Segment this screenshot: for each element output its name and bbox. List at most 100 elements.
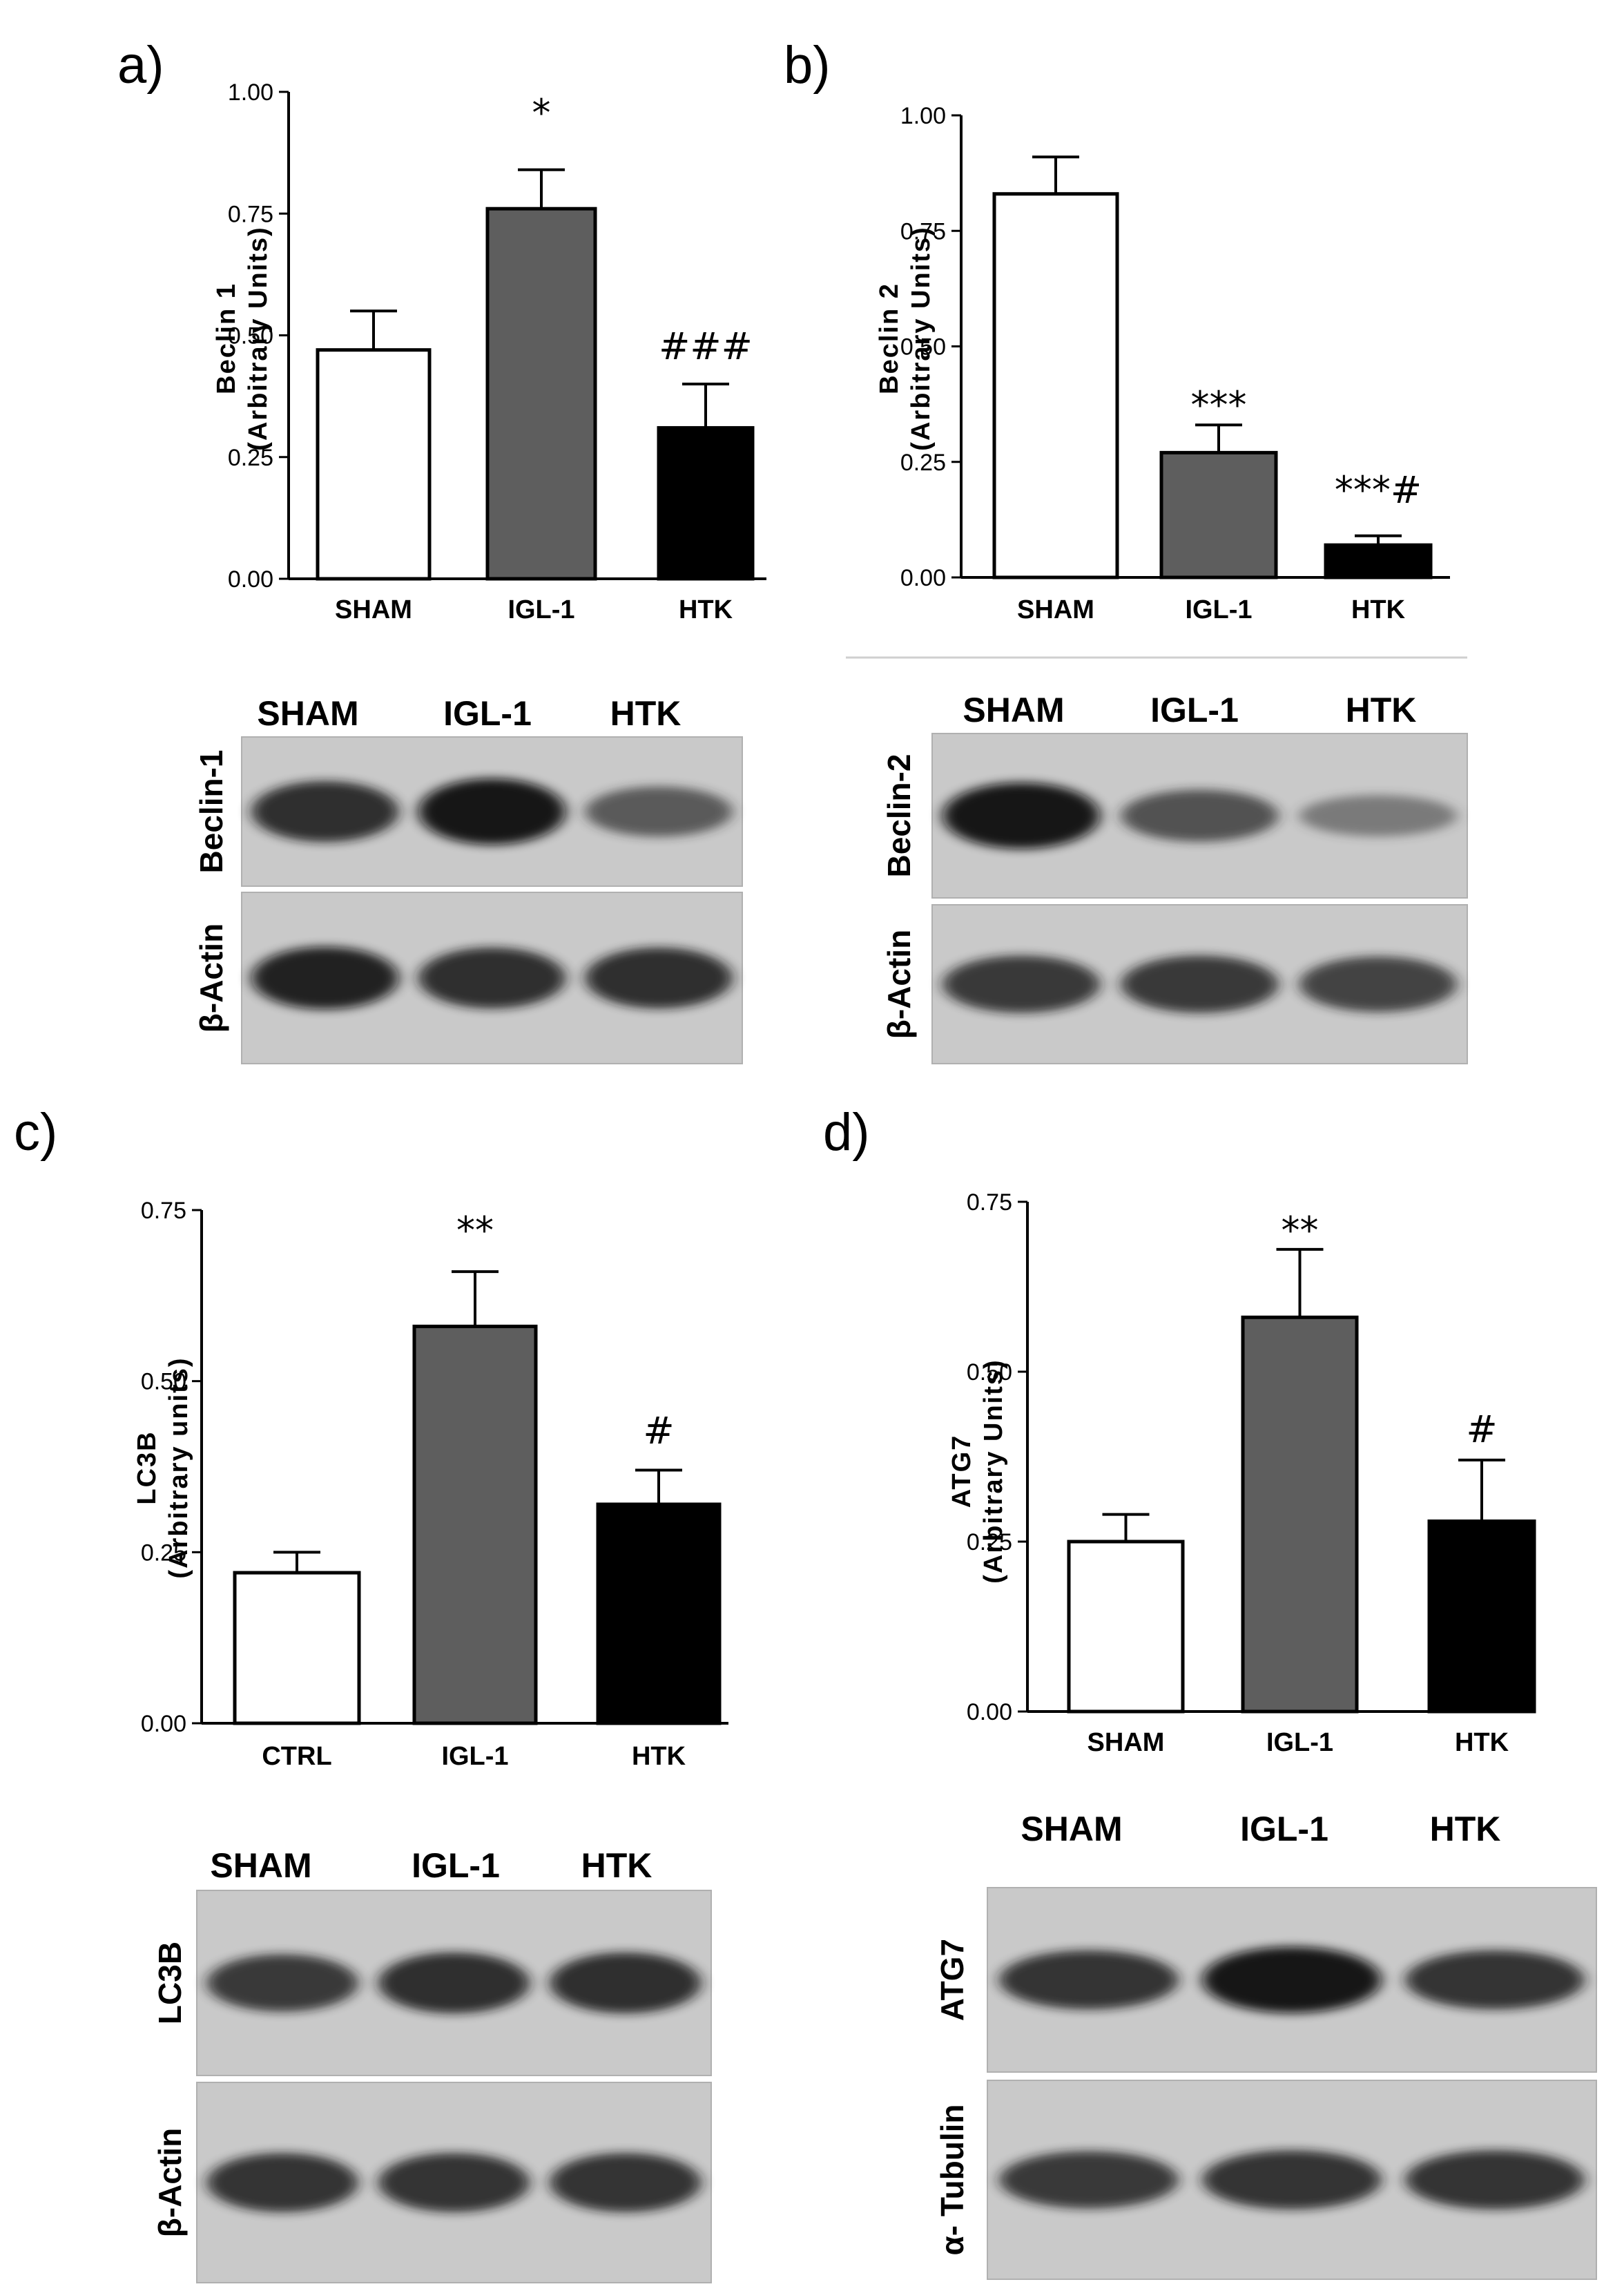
blot-band: [1202, 1946, 1382, 2013]
blot-row-label: LC3B: [152, 1942, 188, 2024]
bar-htk: [657, 425, 755, 581]
blot-row: Beclin-2: [881, 733, 1468, 899]
y-tick-label: 0.25: [900, 450, 946, 476]
blot-band: [1299, 795, 1457, 836]
blot-lane-label: IGL-1: [443, 694, 532, 733]
blot-row: β-Actin: [193, 892, 743, 1064]
blot-row-label: Beclin-2: [881, 754, 917, 878]
blot-row-label: Beclin-1: [193, 750, 229, 874]
y-tick-label: 0.75: [141, 1198, 186, 1224]
y-tick-label: 0.25: [141, 1540, 186, 1566]
bar-htk: [1324, 543, 1433, 579]
blot-row-label: β-Actin: [193, 923, 229, 1033]
significance-marker: ***: [1191, 383, 1247, 427]
blot-row: ATG7: [934, 1887, 1597, 2073]
category-label: IGL-1: [1266, 1728, 1333, 1757]
blot-band: [942, 955, 1100, 1013]
blot-band: [206, 2153, 358, 2212]
blot-band: [1405, 1950, 1585, 2010]
bar-htk: [596, 1502, 722, 1725]
bar-htk: [1427, 1519, 1536, 1714]
y-tick-label: 1.00: [228, 79, 273, 106]
y-axis-label-line: ATG7: [947, 1435, 976, 1508]
blot-band: [585, 947, 733, 1009]
y-axis-label: LC3B (Arbitrary units): [133, 1357, 193, 1578]
blot-band: [585, 786, 733, 837]
blot-row: LC3B: [152, 1890, 712, 2076]
y-axis-label: Beclin 2 (Arbitrary Units): [875, 226, 936, 450]
y-axis-label-line: Beclin 2: [875, 282, 904, 394]
significance-marker: #: [1466, 1408, 1497, 1451]
blot-row: β-Actin: [152, 2082, 712, 2283]
significance-marker: ###: [659, 325, 753, 368]
y-tick-label: 0.50: [900, 334, 946, 361]
blot-band: [251, 946, 399, 1010]
category-label: HTK: [1351, 595, 1406, 624]
bar-igl-1: [412, 1324, 538, 1725]
category-label: SHAM: [1088, 1728, 1165, 1757]
blot-row-label: β-Actin: [152, 2128, 188, 2237]
y-tick-label: 0.50: [967, 1359, 1012, 1386]
blot-band: [1299, 956, 1457, 1013]
y-axis-label-line: (Arbitrary units): [164, 1357, 193, 1578]
category-label: HTK: [1455, 1728, 1509, 1757]
blot-row-label: α- Tubulin: [934, 2104, 970, 2255]
y-axis-label: Beclin 1 (Arbitrary Units): [212, 226, 273, 450]
blot-lane-label: HTK: [610, 694, 682, 733]
category-label: IGL-1: [441, 1742, 508, 1771]
y-tick-label: 0.00: [228, 566, 273, 593]
category-label: SHAM: [1017, 595, 1094, 624]
blot-band: [942, 783, 1100, 849]
blot-band: [550, 1952, 702, 2014]
panel-letter: b): [784, 36, 831, 95]
y-tick-label: 0.50: [228, 323, 273, 349]
blot-lane-label: HTK: [1346, 691, 1417, 729]
y-tick-label: 0.25: [228, 445, 273, 471]
category-label: IGL-1: [1185, 595, 1252, 624]
panel-letter: a): [117, 36, 164, 95]
blot-row-label: ATG7: [934, 1939, 970, 2021]
y-axis-label: ATG7 (Arbitrary Units): [947, 1359, 1008, 1583]
category-label: CTRL: [262, 1742, 331, 1771]
panel-a: a) 0.00 0.25 0.50 0.75 1.00 Beclin 1 (Arbitrary…: [117, 36, 766, 1064]
blot-row: β-Actin: [881, 904, 1468, 1064]
bar-igl-1: [1159, 450, 1278, 579]
panels-root: a) 0.00 0.25 0.50 0.75 1.00 Beclin 1 (Arbitrary…: [14, 36, 1597, 2283]
blot-band: [1202, 2150, 1382, 2209]
bar-igl-1: [1241, 1315, 1359, 1714]
y-axis-label-line: (Arbitrary Units): [979, 1359, 1008, 1583]
category-label: SHAM: [335, 595, 412, 624]
panel-letter: c): [14, 1103, 57, 1162]
blot-band: [1405, 2150, 1585, 2209]
y-tick-label: 0.75: [228, 201, 273, 227]
blot-row: α- Tubulin: [934, 2080, 1597, 2280]
blot-lane-label: SHAM: [210, 1846, 311, 1885]
bar-sham: [992, 192, 1119, 579]
bar-ctrl: [233, 1571, 361, 1725]
y-tick-label: 0.75: [967, 1189, 1012, 1216]
blot-band: [550, 2153, 702, 2212]
panel-letter: d): [823, 1103, 870, 1162]
y-tick-label: 0.00: [141, 1711, 186, 1737]
y-axis-label-line: (Arbitrary Units): [907, 226, 936, 450]
category-label: HTK: [632, 1742, 686, 1771]
blot-band: [999, 2151, 1179, 2209]
blot-band: [378, 1952, 530, 2014]
category-label: IGL-1: [508, 595, 574, 624]
y-tick-label: 1.00: [900, 103, 946, 129]
blot-lane-label: SHAM: [1021, 1810, 1122, 1848]
bar-igl-1: [485, 207, 597, 581]
blot-band: [206, 1954, 358, 2012]
blot-band: [418, 947, 566, 1009]
significance-marker: **: [456, 1209, 494, 1252]
blot-band: [418, 778, 566, 845]
blot-row: Beclin-1: [193, 736, 743, 887]
y-tick-label: 0.00: [900, 565, 946, 591]
blot-lane-label: SHAM: [257, 694, 358, 733]
blot-lane-label: IGL-1: [412, 1846, 500, 1885]
blot-band: [1121, 955, 1279, 1013]
blot-lane-label: HTK: [1430, 1810, 1501, 1848]
